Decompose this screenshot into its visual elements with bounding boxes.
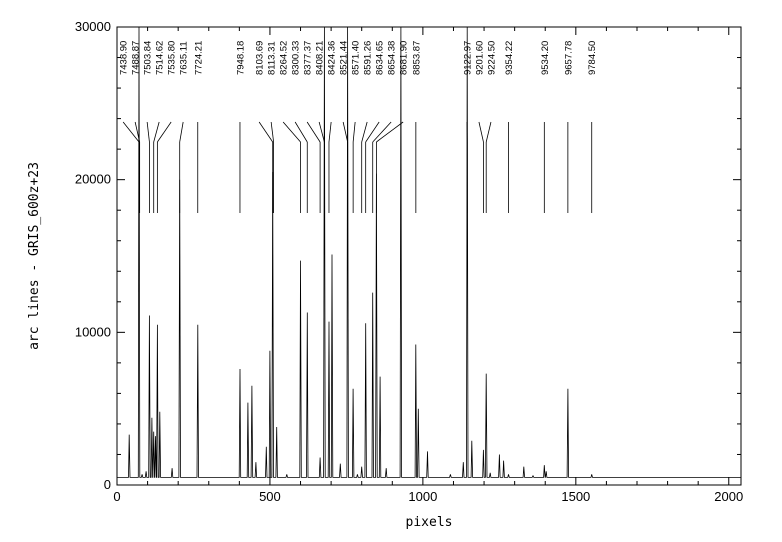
line-id-connector [372, 121, 392, 143]
line-id-connector [376, 121, 404, 143]
line-id-label: 8377.37 [303, 41, 314, 75]
line-id-connector [157, 121, 172, 143]
x-axis-label: pixels [406, 515, 453, 530]
line-id-connector [328, 121, 332, 143]
line-id-label: 7635.11 [179, 41, 190, 75]
line-id-connector [365, 121, 380, 143]
line-id-connector [318, 121, 325, 143]
y-axis-ticks: 0 10000 20000 30000 [75, 19, 741, 492]
line-id-label: 8103.69 [255, 41, 266, 75]
line-id-connector [306, 121, 321, 143]
line-id-label: 8571.40 [351, 41, 362, 75]
line-id-label: 9201.60 [474, 41, 485, 75]
line-id-connector [153, 121, 160, 143]
line-id-label: 8681.90 [399, 41, 410, 75]
x-tick-label: 2000 [714, 489, 743, 504]
line-id-connector [485, 121, 492, 143]
plot-frame [116, 26, 742, 486]
line-id-label: 9224.50 [486, 41, 497, 75]
line-id-ticks [122, 121, 593, 213]
x-tick-label: 500 [259, 489, 281, 504]
x-tick-label: 1500 [561, 489, 590, 504]
line-id-connector [122, 121, 140, 143]
x-tick-label: 0 [113, 489, 120, 504]
line-id-connector [294, 121, 308, 143]
line-id-label: 8591.26 [363, 41, 374, 75]
line-id-label: 8853.87 [411, 41, 422, 75]
line-id-label: 7503.84 [143, 41, 154, 75]
line-id-connector [342, 121, 349, 143]
x-axis-ticks: 0 500 1000 1500 2000 [113, 27, 743, 504]
line-id-connector [361, 121, 368, 143]
line-id-label: 8408.21 [315, 41, 326, 75]
line-id-connector [179, 121, 184, 143]
y-tick-label: 0 [104, 477, 111, 492]
x-tick-label: 1000 [408, 489, 437, 504]
line-id-label: 8654.38 [387, 41, 398, 75]
line-id-label: 7488.87 [131, 41, 142, 75]
y-tick-label: 10000 [75, 324, 111, 339]
line-id-connector [282, 121, 301, 143]
line-id-label: 9657.78 [563, 41, 574, 75]
line-id-label: 9122.97 [462, 41, 473, 75]
line-id-label: 7438.90 [119, 41, 130, 75]
line-id-labels: 7438.90 7488.87 7503.84 7514.62 7535.80 7635.… [119, 41, 599, 75]
y-axis-label: arc lines - GRIS_600z+23 [27, 162, 42, 350]
line-id-label: 8300.33 [291, 41, 302, 75]
spectrum-series [117, 26, 741, 478]
line-id-label: 8424.36 [327, 41, 338, 75]
line-id-connector [478, 121, 484, 143]
line-id-label: 8521.44 [339, 41, 350, 75]
line-id-label: 9534.20 [540, 41, 551, 75]
line-id-connector [352, 121, 356, 143]
line-id-label: 8264.52 [279, 41, 290, 75]
line-id-label: 8634.65 [375, 41, 386, 75]
line-id-connector [258, 121, 274, 143]
line-id-label: 7948.18 [235, 41, 246, 75]
line-id-connector [270, 121, 275, 143]
line-id-label: 7535.80 [167, 41, 178, 75]
line-id-label: 7514.62 [155, 41, 166, 75]
line-id-connector [146, 121, 150, 143]
line-id-label: 9784.50 [587, 41, 598, 75]
line-id-label: 7724.21 [193, 41, 204, 75]
line-id-label: 8113.31 [267, 41, 278, 75]
y-tick-label: 20000 [75, 172, 111, 187]
line-id-label: 9354.22 [504, 41, 515, 75]
y-tick-label: 30000 [75, 19, 111, 34]
